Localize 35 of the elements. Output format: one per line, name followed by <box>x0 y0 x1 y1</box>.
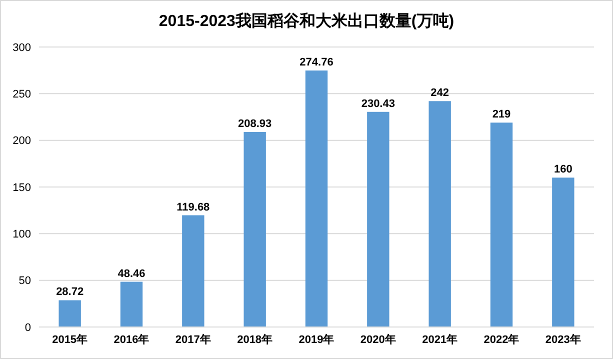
y-tick-label: 250 <box>12 88 31 101</box>
x-tick-label: 2023年 <box>545 332 581 346</box>
data-label: 242 <box>430 87 450 100</box>
y-tick-label: 50 <box>18 275 31 288</box>
data-label: 28.72 <box>56 286 84 298</box>
y-tick-label: 200 <box>12 135 31 148</box>
bar <box>120 282 143 327</box>
data-label: 208.93 <box>238 118 272 130</box>
x-tick-label: 2018年 <box>237 332 273 346</box>
bar <box>552 178 574 327</box>
x-tick-label: 2020年 <box>360 332 396 346</box>
y-tick-label: 300 <box>12 42 31 54</box>
bar <box>490 122 513 327</box>
x-tick-label: 2015年 <box>52 332 88 346</box>
bar <box>305 70 328 327</box>
y-tick-label: 0 <box>24 322 31 334</box>
x-tick-label: 2022年 <box>484 332 520 346</box>
bar <box>244 132 266 327</box>
x-tick-label: 2021年 <box>422 332 458 346</box>
bar <box>182 215 204 327</box>
bar <box>428 101 451 327</box>
chart-title: 2015-2023我国稻谷和大米出口数量(万吨) <box>158 12 456 32</box>
x-tick-label: 2016年 <box>114 332 150 346</box>
y-tick-label: 150 <box>12 182 31 194</box>
data-label: 230.43 <box>361 98 395 110</box>
bar <box>367 112 390 327</box>
y-tick-label: 100 <box>12 228 31 241</box>
data-label: 48.46 <box>118 268 146 280</box>
data-label: 119.68 <box>176 201 210 214</box>
data-label: 219 <box>492 108 511 121</box>
data-label: 274.76 <box>300 56 334 69</box>
data-label: 160 <box>554 164 572 176</box>
bar <box>58 300 81 327</box>
x-tick-label: 2017年 <box>175 332 211 346</box>
x-tick-label: 2019年 <box>298 332 334 346</box>
